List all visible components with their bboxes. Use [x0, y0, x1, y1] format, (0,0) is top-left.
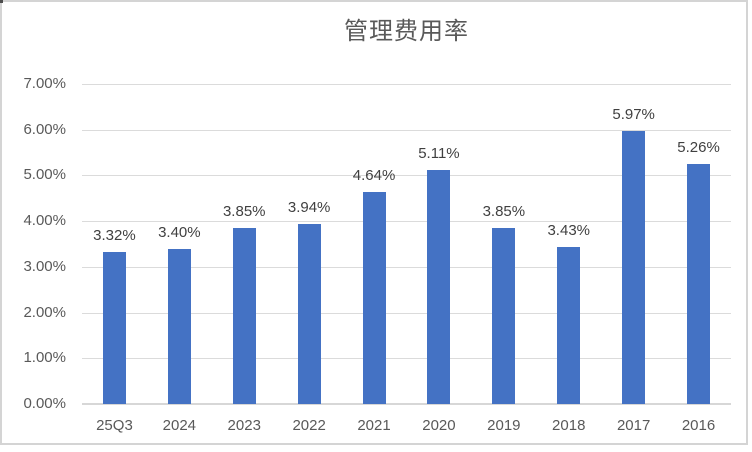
bar-value-label: 3.43% [547, 222, 591, 240]
x-tick-label: 2019 [487, 417, 521, 434]
x-tick-label: 2018 [552, 417, 586, 434]
chart-title: 管理费用率 [344, 18, 469, 45]
y-tick-label: 5.00% [23, 166, 66, 184]
y-tick-label: 3.00% [23, 257, 66, 275]
x-tick-label: 2022 [292, 417, 326, 434]
bar-2018 [557, 247, 581, 404]
bar-value-label: 5.26% [677, 138, 720, 156]
gridline [82, 358, 731, 360]
bar-2021 [362, 191, 386, 404]
bar-value-label: 3.85% [222, 203, 266, 220]
gridline [82, 221, 731, 223]
gridline [82, 129, 731, 131]
y-tick-label: 0.00% [23, 395, 66, 412]
bar-2017 [622, 131, 646, 404]
bar-2019 [492, 228, 516, 404]
bar-value-label: 4.64% [352, 166, 396, 184]
gridline [82, 312, 731, 314]
bar-2024 [167, 248, 191, 404]
bar-value-label: 3.94% [287, 198, 331, 216]
bar-25Q3 [102, 252, 126, 404]
bar-value-label: 3.85% [482, 203, 526, 220]
bar-value-label: 5.97% [612, 106, 655, 124]
x-tick-label: 2017 [616, 417, 651, 434]
bar-2022 [297, 223, 321, 404]
x-tick-label: 2016 [681, 417, 716, 434]
gridline [82, 84, 731, 85]
y-tick-label: 2.00% [23, 303, 66, 321]
x-tick-label: 2021 [357, 417, 391, 434]
y-tick-label: 6.00% [23, 120, 66, 138]
bar-2020 [427, 170, 451, 404]
y-tick-label: 1.00% [23, 349, 66, 367]
gridline [82, 266, 731, 268]
bar-value-label: 3.32% [93, 227, 136, 245]
bar-value-label: 3.40% [158, 223, 201, 241]
window-corner-artifact [0, 0, 3, 3]
bar-value-label: 5.11% [418, 145, 460, 163]
y-tick-label: 7.00% [23, 75, 66, 92]
bar-2023 [232, 228, 256, 404]
x-tick-label: 2023 [227, 417, 261, 434]
bar-2016 [687, 163, 711, 404]
gridline [82, 175, 731, 177]
x-tick-label: 2024 [162, 417, 197, 434]
x-axis-line [82, 403, 731, 405]
chart-frame: 管理费用率 3.32% 3.40% 3.85% 3.94% 4.64% 5.11% 3.85… [0, 0, 748, 445]
x-tick-label: 2020 [422, 417, 456, 434]
y-tick-label: 4.00% [23, 212, 66, 230]
x-tick-label: 25Q3 [96, 417, 133, 434]
plot-area: 3.32% 3.40% 3.85% 3.94% 4.64% 5.11% 3.85% 3.43%… [82, 84, 731, 405]
